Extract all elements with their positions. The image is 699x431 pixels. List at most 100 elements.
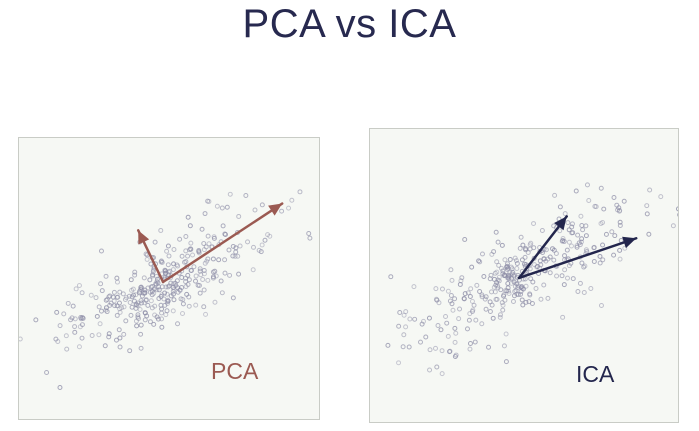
data-point xyxy=(438,327,444,333)
data-point xyxy=(615,207,621,213)
data-point xyxy=(489,251,495,257)
data-point xyxy=(79,315,85,321)
data-point xyxy=(201,267,207,273)
data-point xyxy=(150,273,155,279)
data-point xyxy=(575,232,581,238)
data-point xyxy=(121,304,127,310)
data-point xyxy=(487,299,493,305)
data-point xyxy=(96,332,102,338)
data-point xyxy=(471,302,477,308)
data-point xyxy=(519,257,525,263)
data-point xyxy=(566,227,572,233)
data-point xyxy=(560,314,566,320)
data-point xyxy=(494,259,500,265)
data-point xyxy=(617,207,623,213)
data-point xyxy=(518,234,524,240)
data-point xyxy=(164,248,170,254)
data-point xyxy=(158,227,164,233)
data-point xyxy=(165,262,171,268)
data-point xyxy=(473,317,479,323)
ica-panel: ICA xyxy=(369,128,679,423)
data-point xyxy=(98,308,104,314)
data-point xyxy=(63,333,69,339)
data-point xyxy=(505,280,511,286)
data-point xyxy=(419,321,425,327)
data-point xyxy=(165,301,170,307)
pca-principal-component-1-arrow xyxy=(161,202,284,284)
data-point xyxy=(76,283,82,289)
data-point xyxy=(560,235,566,241)
data-point xyxy=(579,260,585,266)
data-point xyxy=(265,232,271,238)
data-point xyxy=(159,306,165,312)
data-point xyxy=(418,339,423,345)
data-point xyxy=(210,269,216,275)
data-point xyxy=(456,316,462,322)
data-point xyxy=(477,289,483,294)
data-point xyxy=(621,198,627,204)
data-point xyxy=(597,253,603,259)
data-point xyxy=(495,277,501,283)
data-point xyxy=(559,273,565,279)
data-point xyxy=(195,282,201,288)
data-point xyxy=(53,336,59,342)
data-point xyxy=(159,259,165,265)
data-point xyxy=(212,299,218,305)
data-point xyxy=(171,261,177,267)
data-point xyxy=(505,265,511,271)
data-point xyxy=(259,202,265,208)
data-point xyxy=(502,297,508,303)
data-point xyxy=(117,289,123,295)
data-point xyxy=(477,259,483,265)
data-point xyxy=(469,264,475,270)
data-point xyxy=(584,249,590,255)
data-point xyxy=(435,322,441,328)
data-point xyxy=(523,283,529,289)
data-point xyxy=(148,261,154,267)
data-point xyxy=(600,242,606,248)
data-point xyxy=(243,193,249,198)
data-point xyxy=(201,287,207,293)
data-point xyxy=(199,226,205,232)
data-point xyxy=(79,335,85,341)
data-point xyxy=(250,267,256,273)
data-point xyxy=(401,332,407,338)
data-point xyxy=(397,309,403,315)
data-point xyxy=(564,247,570,253)
data-point xyxy=(126,293,132,299)
data-point xyxy=(466,317,472,323)
data-point xyxy=(232,253,238,259)
data-point xyxy=(156,295,162,301)
data-point xyxy=(566,263,572,269)
data-point xyxy=(230,295,236,301)
data-point xyxy=(480,251,485,257)
data-point xyxy=(117,309,123,315)
data-point xyxy=(479,292,485,298)
data-point xyxy=(510,299,516,305)
data-point xyxy=(106,331,112,337)
data-point xyxy=(570,276,576,282)
data-point xyxy=(581,264,587,270)
data-point xyxy=(513,278,519,284)
data-point xyxy=(203,244,209,250)
data-point xyxy=(500,302,506,308)
data-point xyxy=(96,304,102,310)
data-point xyxy=(119,305,125,311)
data-point xyxy=(61,311,67,317)
data-point xyxy=(226,247,232,253)
data-point xyxy=(93,295,99,301)
data-point xyxy=(591,245,597,251)
data-point xyxy=(646,231,652,237)
data-point xyxy=(132,269,138,275)
data-point xyxy=(493,229,499,235)
data-point xyxy=(262,237,268,243)
data-point xyxy=(220,223,226,229)
data-point xyxy=(184,291,190,297)
data-point xyxy=(98,281,104,287)
data-point xyxy=(147,277,153,283)
data-point xyxy=(138,322,144,328)
data-point xyxy=(531,221,537,227)
data-point xyxy=(469,308,475,314)
data-point xyxy=(443,314,449,320)
data-point xyxy=(449,277,455,283)
